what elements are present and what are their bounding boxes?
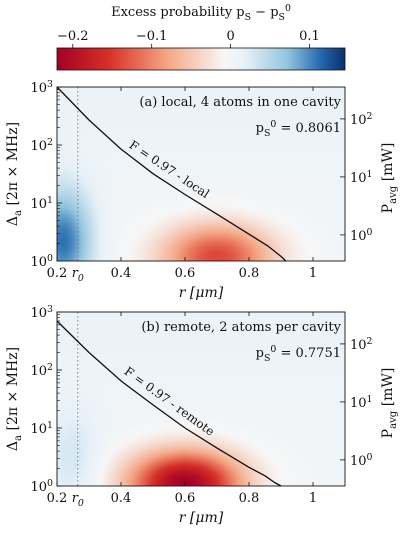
baseline-label: pS0 = 0.7751 <box>256 344 341 364</box>
x-axis-label: r [μm] <box>179 285 224 301</box>
panel-annotation: (b) remote, 2 atoms per cavity <box>141 320 341 335</box>
colorbar-ticks: −0.2 −0.1 0 0.1 <box>57 29 320 70</box>
y2-axis-label: Pavg [mW] <box>380 143 399 214</box>
y2-tick-label: 100 <box>350 227 373 244</box>
y-tick-label: 102 <box>31 137 54 154</box>
x-tick-label: 0.6 <box>175 491 196 506</box>
x-tick-label: 0.6 <box>175 266 196 281</box>
colorbar: Excess probability pS − pS0 −0.2 −0.1 0 0.1 <box>56 3 346 71</box>
heatmap-image <box>57 312 345 486</box>
x-tick-label: 1 <box>309 491 317 506</box>
colorbar-title: Excess probability pS − pS0 <box>111 3 291 23</box>
x-tick-label: 0.4 <box>111 491 132 506</box>
y2-tick-label: 102 <box>350 336 373 353</box>
y-tick-label: 102 <box>31 362 54 379</box>
colorbar-tick-label: 0.1 <box>299 29 320 44</box>
x-tick-label: 0.8 <box>239 266 260 281</box>
plot-frame <box>56 311 346 487</box>
y2-tick-label: 101 <box>350 169 373 186</box>
plot-frame <box>56 86 346 262</box>
x-tick-label: 0.2 <box>47 266 68 281</box>
r0-label: r0 <box>72 266 84 284</box>
heatmap-image <box>57 87 345 261</box>
panel-a: F = 0.97 - local(a) local, 4 atoms in on… <box>5 79 399 301</box>
y-axis-label: Δa [2π × MHz] <box>5 347 24 451</box>
baseline-label: pS0 = 0.8061 <box>256 119 341 139</box>
y-axis-label: Δa [2π × MHz] <box>5 122 24 226</box>
x-tick-label: 0.8 <box>239 491 260 506</box>
y2-tick-label: 102 <box>350 111 373 128</box>
colorbar-bar <box>56 47 346 71</box>
y-tick-label: 100 <box>31 253 54 270</box>
colorbar-tick-label: −0.1 <box>136 29 168 44</box>
y-tick-label: 103 <box>31 304 54 321</box>
r0-label: r0 <box>72 491 84 509</box>
y-tick-label: 101 <box>31 420 54 437</box>
panel-b: F = 0.97 - remote(b) remote, 2 atoms per… <box>5 304 399 526</box>
y-tick-label: 103 <box>31 79 54 96</box>
colorbar-tick-label: 0 <box>226 29 234 44</box>
y-tick-label: 100 <box>31 478 54 495</box>
panel-annotation: (a) local, 4 atoms in one cavity <box>139 95 341 110</box>
contour-line <box>56 86 287 262</box>
x-tick-label: 0.2 <box>47 491 68 506</box>
contour-line <box>56 320 282 487</box>
y-tick-label: 101 <box>31 195 54 212</box>
x-axis-label: r [μm] <box>179 510 224 526</box>
y2-axis-label: Pavg [mW] <box>380 368 399 439</box>
x-tick-label: 1 <box>309 266 317 281</box>
x-tick-label: 0.4 <box>111 266 132 281</box>
y2-tick-label: 101 <box>350 394 373 411</box>
colorbar-tick-label: −0.2 <box>57 29 89 44</box>
y2-tick-label: 100 <box>350 452 373 469</box>
